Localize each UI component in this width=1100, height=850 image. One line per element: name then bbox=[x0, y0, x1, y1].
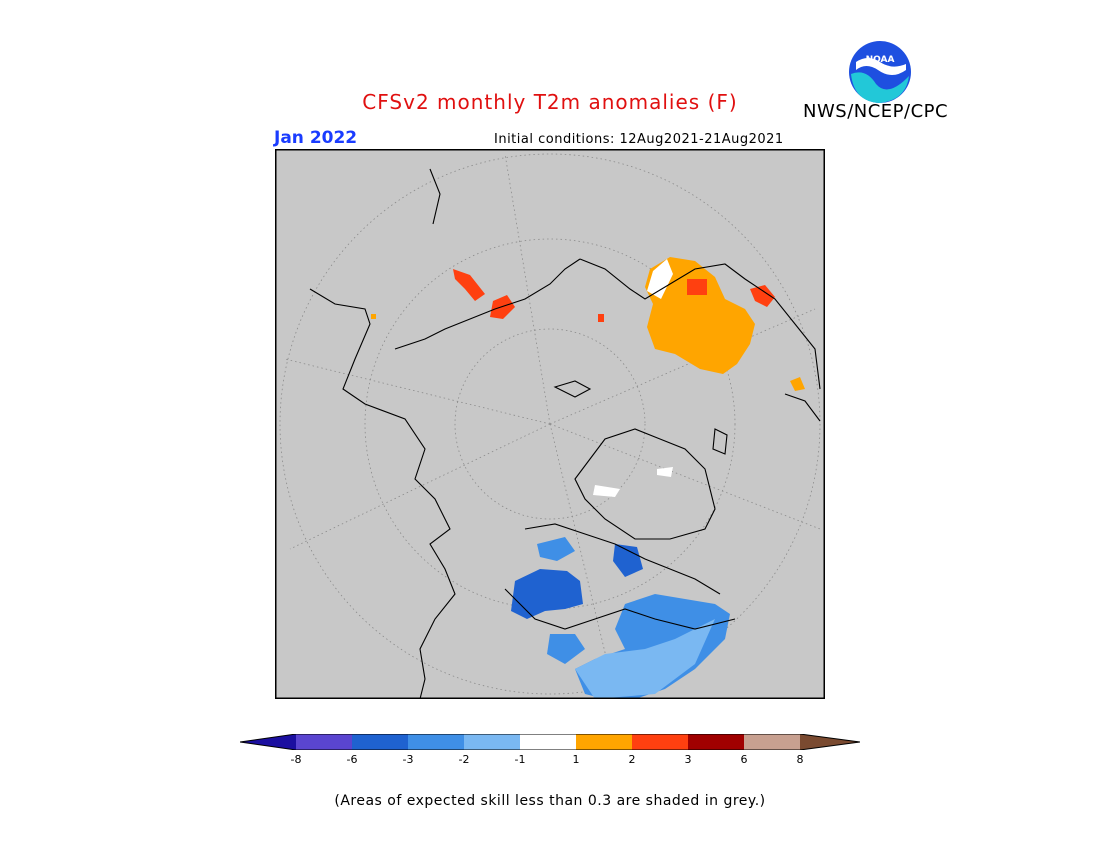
month-label: Jan 2022 bbox=[274, 128, 358, 148]
anomaly-region-dark-blue bbox=[511, 569, 583, 619]
noaa-logo-text: NOAA bbox=[866, 55, 895, 65]
colorbar-tick: 3 bbox=[684, 753, 692, 766]
colorbar-tick: -2 bbox=[458, 753, 470, 766]
anomaly-region-blue bbox=[537, 537, 575, 561]
colorbar-arrow-high bbox=[800, 734, 860, 750]
colorbar-arrow-low bbox=[240, 734, 296, 750]
anomaly-region-white bbox=[647, 259, 673, 299]
anomaly-region-blue bbox=[547, 634, 585, 664]
colorbar-tick: -6 bbox=[346, 753, 358, 766]
anomaly-region-white bbox=[657, 467, 673, 477]
colorbar-tick: -8 bbox=[290, 753, 302, 766]
meridian bbox=[549, 423, 821, 530]
coastline-hudson bbox=[504, 588, 736, 630]
meridian bbox=[284, 358, 551, 425]
coastline-greenland bbox=[574, 428, 716, 540]
colorbar-swatch bbox=[408, 734, 464, 750]
colorbar-swatch bbox=[352, 734, 408, 750]
meridian bbox=[549, 308, 816, 425]
colorbar-tick: 6 bbox=[740, 753, 748, 766]
colorbar-tick: 1 bbox=[572, 753, 580, 766]
anomaly-region-orange bbox=[371, 314, 376, 319]
coastline-island bbox=[553, 380, 592, 398]
anomaly-region-red bbox=[687, 279, 707, 295]
coastline-island bbox=[429, 168, 441, 225]
anomaly-region-light-blue bbox=[575, 619, 715, 699]
meridian bbox=[504, 153, 551, 425]
coastline-siberia bbox=[579, 258, 821, 390]
colorbar-swatch bbox=[296, 734, 352, 750]
colorbar-swatch bbox=[576, 734, 632, 750]
initial-conditions-label: Initial conditions: 12Aug2021-21Aug2021 bbox=[494, 132, 784, 147]
cold-anomalies bbox=[511, 467, 730, 699]
meridian bbox=[289, 423, 551, 550]
meridian bbox=[549, 423, 616, 695]
agency-label: NWS/NCEP/CPC bbox=[803, 101, 949, 122]
coastline-japan bbox=[784, 393, 821, 422]
chart-title: CFSv2 monthly T2m anomalies (F) bbox=[362, 90, 738, 114]
colorbar bbox=[240, 734, 860, 750]
colorbar-tick: 2 bbox=[628, 753, 636, 766]
colorbar-swatch bbox=[520, 734, 576, 750]
colorbar-ticks: -8 -6 -3 -2 -1 1 2 3 6 8 bbox=[0, 753, 1100, 767]
colorbar-swatch bbox=[464, 734, 520, 750]
noaa-logo: NOAA bbox=[849, 41, 911, 103]
coastline-russia bbox=[394, 258, 581, 350]
anomaly-region-red bbox=[598, 314, 604, 322]
colorbar-tick: -1 bbox=[514, 753, 526, 766]
map-frame bbox=[275, 149, 825, 699]
graticule bbox=[279, 153, 821, 695]
anomaly-region-orange bbox=[790, 377, 805, 391]
coastline-canada-north bbox=[524, 523, 721, 595]
lat-circle-inner bbox=[454, 328, 646, 520]
anomaly-region-siberia bbox=[645, 257, 755, 374]
coastline-island bbox=[712, 428, 728, 455]
colorbar-swatch bbox=[688, 734, 744, 750]
anomaly-region-dark-blue bbox=[613, 544, 643, 577]
colorbar-tick: 8 bbox=[796, 753, 804, 766]
anomaly-region-red bbox=[453, 269, 485, 301]
colorbar-swatch bbox=[632, 734, 688, 750]
colorbar-swatch bbox=[744, 734, 800, 750]
skill-note: (Areas of expected skill less than 0.3 a… bbox=[334, 793, 766, 809]
coastline-europe bbox=[309, 288, 456, 699]
anomaly-region-red bbox=[750, 285, 775, 307]
lat-circle-outer bbox=[279, 153, 821, 695]
lat-circle-mid bbox=[364, 238, 736, 610]
coastlines bbox=[309, 168, 821, 699]
polar-map bbox=[275, 149, 825, 699]
colorbar-tick: -3 bbox=[402, 753, 414, 766]
anomaly-region-white bbox=[593, 485, 620, 497]
warm-anomalies bbox=[371, 257, 805, 391]
